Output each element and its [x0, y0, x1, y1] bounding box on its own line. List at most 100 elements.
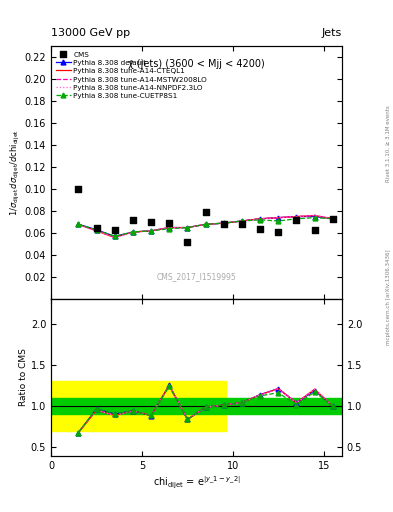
CMS	[166, 219, 173, 227]
Pythia 8.308 tune-A14-NNPDF2.3LO	[203, 221, 208, 227]
Text: 13000 GeV pp: 13000 GeV pp	[51, 28, 130, 38]
Pythia 8.308 tune-A14-CTEQL1	[112, 234, 117, 241]
Pythia 8.308 default	[112, 233, 117, 240]
CMS	[130, 216, 136, 224]
Text: Rivet 3.1.10, ≥ 3.1M events: Rivet 3.1.10, ≥ 3.1M events	[386, 105, 391, 182]
Pythia 8.308 tune-A14-CTEQL1	[312, 212, 317, 219]
Pythia 8.308 tune-CUETP8S1	[312, 215, 317, 221]
CMS	[148, 218, 154, 226]
Pythia 8.308 tune-A14-MSTW2008LO	[76, 221, 81, 227]
CMS	[184, 238, 191, 246]
Pythia 8.308 tune-CUETP8S1	[167, 226, 172, 232]
Line: Pythia 8.308 tune-A14-CTEQL1: Pythia 8.308 tune-A14-CTEQL1	[78, 216, 333, 238]
Pythia 8.308 tune-A14-MSTW2008LO	[149, 228, 153, 234]
Pythia 8.308 default	[76, 221, 81, 227]
Pythia 8.308 tune-A14-CTEQL1	[221, 220, 226, 226]
Pythia 8.308 default	[130, 229, 135, 235]
Pythia 8.308 tune-A14-CTEQL1	[167, 224, 172, 230]
Pythia 8.308 tune-A14-MSTW2008LO	[276, 215, 281, 221]
Line: Pythia 8.308 tune-CUETP8S1: Pythia 8.308 tune-CUETP8S1	[76, 215, 335, 239]
CMS	[312, 226, 318, 234]
Pythia 8.308 tune-A14-CTEQL1	[203, 221, 208, 227]
CMS	[257, 225, 263, 233]
Pythia 8.308 tune-CUETP8S1	[112, 233, 117, 240]
Pythia 8.308 tune-A14-MSTW2008LO	[185, 224, 190, 230]
Pythia 8.308 tune-A14-NNPDF2.3LO	[294, 214, 299, 220]
Line: Pythia 8.308 tune-A14-MSTW2008LO: Pythia 8.308 tune-A14-MSTW2008LO	[78, 216, 333, 238]
Bar	[51, 381, 226, 431]
Pythia 8.308 tune-A14-NNPDF2.3LO	[221, 220, 226, 226]
Pythia 8.308 tune-A14-NNPDF2.3LO	[167, 224, 172, 230]
Pythia 8.308 tune-A14-NNPDF2.3LO	[149, 228, 153, 234]
Pythia 8.308 tune-CUETP8S1	[76, 221, 81, 227]
Pythia 8.308 tune-A14-MSTW2008LO	[167, 224, 172, 230]
CMS	[293, 216, 299, 224]
Pythia 8.308 tune-A14-MSTW2008LO	[294, 214, 299, 220]
Pythia 8.308 tune-CUETP8S1	[94, 227, 99, 233]
Pythia 8.308 tune-A14-CTEQL1	[94, 228, 99, 234]
Pythia 8.308 tune-A14-NNPDF2.3LO	[185, 224, 190, 230]
Pythia 8.308 default	[203, 221, 208, 227]
CMS	[239, 220, 245, 228]
CMS	[94, 223, 100, 231]
Text: CMS_2017_I1519995: CMS_2017_I1519995	[157, 272, 236, 282]
Pythia 8.308 tune-A14-NNPDF2.3LO	[112, 234, 117, 241]
Pythia 8.308 tune-CUETP8S1	[331, 216, 335, 222]
Bar	[51, 398, 342, 415]
Pythia 8.308 tune-A14-MSTW2008LO	[258, 216, 263, 222]
Pythia 8.308 default	[167, 224, 172, 230]
Y-axis label: $1/\sigma_{\rm dijet}\,d\sigma_{\rm dijet}/d{\rm chi}_{\rm dijet}$: $1/\sigma_{\rm dijet}\,d\sigma_{\rm dije…	[9, 129, 22, 216]
Text: mcplots.cern.ch [arXiv:1306.3436]: mcplots.cern.ch [arXiv:1306.3436]	[386, 249, 391, 345]
Pythia 8.308 tune-A14-CTEQL1	[240, 218, 244, 224]
Pythia 8.308 tune-A14-NNPDF2.3LO	[331, 216, 335, 222]
Pythia 8.308 tune-A14-MSTW2008LO	[240, 218, 244, 224]
Y-axis label: Ratio to CMS: Ratio to CMS	[19, 349, 28, 407]
Pythia 8.308 default	[331, 216, 335, 222]
CMS	[275, 228, 281, 236]
Legend: CMS, Pythia 8.308 default, Pythia 8.308 tune-A14-CTEQL1, Pythia 8.308 tune-A14-M: CMS, Pythia 8.308 default, Pythia 8.308 …	[55, 50, 209, 100]
Pythia 8.308 tune-A14-MSTW2008LO	[221, 220, 226, 226]
Pythia 8.308 default	[294, 214, 299, 220]
Text: χ (jets) (3600 < Mjj < 4200): χ (jets) (3600 < Mjj < 4200)	[128, 59, 265, 69]
Pythia 8.308 default	[185, 224, 190, 230]
Pythia 8.308 tune-A14-CTEQL1	[76, 221, 81, 227]
Pythia 8.308 tune-CUETP8S1	[240, 218, 244, 224]
Pythia 8.308 tune-A14-CTEQL1	[276, 215, 281, 221]
Line: Pythia 8.308 tune-A14-NNPDF2.3LO: Pythia 8.308 tune-A14-NNPDF2.3LO	[78, 216, 333, 238]
Pythia 8.308 tune-A14-NNPDF2.3LO	[240, 218, 244, 224]
CMS	[112, 226, 118, 234]
Pythia 8.308 tune-CUETP8S1	[149, 228, 153, 234]
Pythia 8.308 tune-A14-NNPDF2.3LO	[258, 216, 263, 222]
Pythia 8.308 tune-CUETP8S1	[294, 216, 299, 222]
Pythia 8.308 default	[149, 228, 153, 234]
Pythia 8.308 tune-CUETP8S1	[130, 229, 135, 235]
CMS	[202, 208, 209, 216]
Pythia 8.308 tune-A14-MSTW2008LO	[203, 221, 208, 227]
Pythia 8.308 tune-A14-CTEQL1	[130, 229, 135, 235]
Pythia 8.308 tune-A14-MSTW2008LO	[112, 234, 117, 241]
Pythia 8.308 default	[240, 218, 244, 224]
Pythia 8.308 tune-A14-MSTW2008LO	[312, 212, 317, 219]
X-axis label: chi$_{\rm dijet}$ = e$^{|y\_1-y\_2|}$: chi$_{\rm dijet}$ = e$^{|y\_1-y\_2|}$	[152, 475, 241, 491]
Pythia 8.308 tune-CUETP8S1	[203, 221, 208, 227]
CMS	[330, 215, 336, 223]
Pythia 8.308 tune-A14-NNPDF2.3LO	[76, 221, 81, 227]
Pythia 8.308 default	[312, 214, 317, 220]
CMS	[220, 220, 227, 228]
Pythia 8.308 tune-A14-MSTW2008LO	[94, 228, 99, 234]
Pythia 8.308 tune-A14-CTEQL1	[258, 216, 263, 222]
Pythia 8.308 default	[276, 215, 281, 221]
Pythia 8.308 tune-A14-CTEQL1	[185, 224, 190, 230]
Pythia 8.308 tune-A14-CTEQL1	[331, 216, 335, 222]
Pythia 8.308 tune-A14-NNPDF2.3LO	[130, 229, 135, 235]
Line: Pythia 8.308 default: Pythia 8.308 default	[76, 214, 335, 239]
Pythia 8.308 tune-CUETP8S1	[221, 220, 226, 226]
Pythia 8.308 tune-CUETP8S1	[258, 217, 263, 223]
Pythia 8.308 tune-CUETP8S1	[185, 224, 190, 230]
Pythia 8.308 tune-A14-NNPDF2.3LO	[276, 215, 281, 221]
Pythia 8.308 tune-A14-CTEQL1	[294, 214, 299, 220]
Pythia 8.308 tune-A14-MSTW2008LO	[331, 216, 335, 222]
Pythia 8.308 tune-A14-NNPDF2.3LO	[312, 212, 317, 219]
Text: Jets: Jets	[321, 28, 342, 38]
Pythia 8.308 default	[258, 216, 263, 222]
